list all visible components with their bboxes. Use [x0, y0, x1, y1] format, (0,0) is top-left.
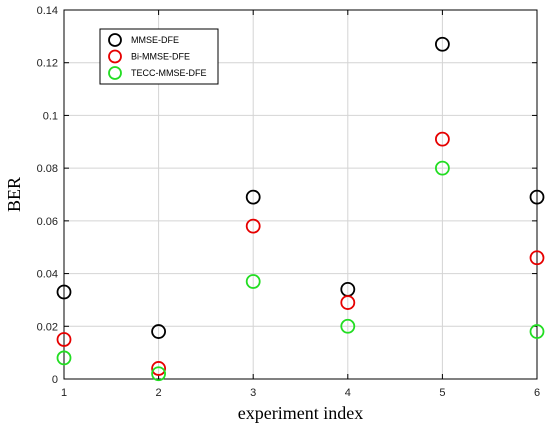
data-point-mmse-dfe: [151, 324, 167, 339]
x-tick-label: 5: [439, 387, 445, 399]
y-tick-label: 0.1: [43, 110, 58, 122]
legend-label-mmse-dfe: MMSE-DFE: [131, 35, 179, 45]
data-point-bi-mmse-dfe: [245, 218, 261, 234]
data-point-bi-mmse-dfe: [529, 250, 545, 266]
data-point-tecc-mmse-dfe: [245, 274, 261, 289]
data-point-tecc-mmse-dfe: [151, 366, 167, 382]
y-tick-label: 0: [52, 374, 58, 386]
y-tick-label: 0.06: [37, 216, 58, 228]
legend-box: [99, 28, 219, 85]
legend-label-tecc-mmse-dfe: TECC-MMSE-DFE: [131, 68, 207, 78]
legend-marker-mmse-dfe: [108, 33, 122, 47]
y-tick-label: 0.14: [37, 5, 58, 17]
plot-area-frame: [63, 9, 538, 380]
data-point-mmse-dfe: [529, 189, 545, 205]
grid-lines: [64, 10, 537, 379]
y-tick-label: 0.02: [37, 321, 58, 333]
data-point-tecc-mmse-dfe: [340, 318, 356, 334]
data-point-mmse-dfe: [245, 189, 261, 205]
data-points: [56, 36, 545, 382]
data-point-mmse-dfe: [434, 36, 450, 52]
data-point-bi-mmse-dfe: [340, 295, 356, 310]
y-axis-label: BER: [4, 177, 24, 212]
y-tick-label: 0.04: [37, 269, 58, 281]
x-axis-label: experiment index: [238, 403, 363, 423]
x-tick-label: 4: [345, 387, 351, 399]
y-tick-label: 0.08: [37, 163, 58, 175]
x-tick-label: 2: [156, 387, 162, 399]
data-point-tecc-mmse-dfe: [434, 160, 450, 176]
y-tick-label: 0.12: [37, 58, 58, 70]
x-tick-label: 6: [534, 387, 540, 399]
x-tick-label: 1: [61, 387, 67, 399]
legend-marker-bi-mmse-dfe: [108, 49, 122, 64]
data-point-mmse-dfe: [56, 284, 72, 300]
data-point-tecc-mmse-dfe: [56, 350, 72, 366]
data-point-bi-mmse-dfe: [434, 131, 450, 147]
data-point-tecc-mmse-dfe: [529, 324, 545, 339]
legend-marker-tecc-mmse-dfe: [108, 66, 122, 80]
axis-ticks: 1 2 3 4 5 6 0 0.02 0.04 0.06 0.08 0.1 0.12 0.14: [37, 5, 540, 399]
data-point-bi-mmse-dfe: [151, 361, 167, 376]
data-point-bi-mmse-dfe: [56, 332, 72, 347]
legend: MMSE-DFE Bi-MMSE-DFE TECC-MMSE-DFE: [99, 28, 219, 85]
x-tick-label: 3: [250, 387, 256, 399]
legend-label-bi-mmse-dfe: Bi-MMSE-DFE: [131, 52, 190, 62]
